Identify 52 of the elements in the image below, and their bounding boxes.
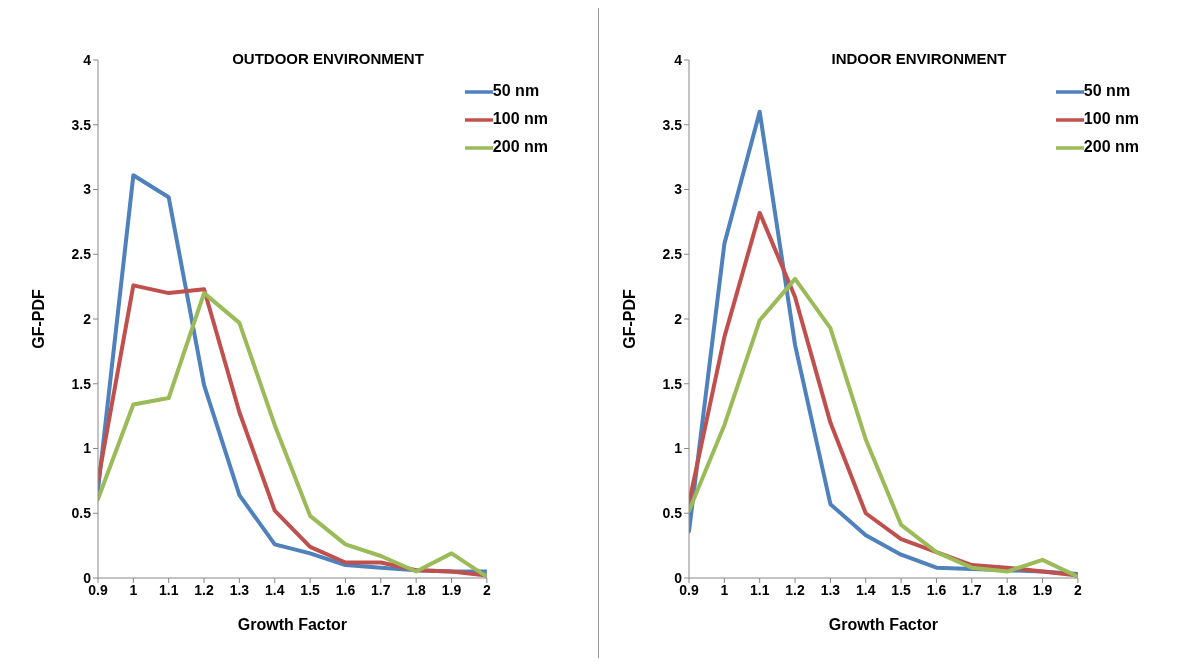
legend-label: 100 nm — [1083, 110, 1139, 128]
y-tick-label: 2.5 — [662, 246, 683, 263]
y-tick-label: 0.5 — [71, 505, 92, 522]
y-tick-label: 1 — [83, 440, 92, 457]
x-axis-title: Growth Factor — [237, 616, 348, 633]
legend-label: 50 nm — [492, 82, 540, 100]
x-tick-label: 1.8 — [997, 581, 1018, 598]
x-tick-label: 1.7 — [962, 581, 982, 598]
y-tick-label: 0.5 — [662, 505, 683, 522]
y-tick-label: 3.5 — [662, 116, 683, 133]
y-tick-label: 2.5 — [71, 246, 92, 263]
y-tick-label: 1 — [674, 440, 683, 457]
legend-label: 50 nm — [1083, 82, 1131, 100]
y-tick-label: 0 — [83, 569, 92, 586]
x-tick-label: 1 — [129, 581, 138, 598]
x-tick-label: 1.3 — [820, 581, 841, 598]
x-tick-label: 1.4 — [265, 581, 285, 598]
x-tick-label: 1 — [720, 581, 729, 598]
legend-label: 200 nm — [492, 138, 548, 156]
x-tick-label: 1.6 — [335, 581, 356, 598]
x-tick-label: 1.3 — [229, 581, 250, 598]
x-tick-label: 1.1 — [158, 581, 179, 598]
y-tick-label: 2 — [674, 310, 683, 327]
y-tick-label: 0 — [674, 569, 683, 586]
x-tick-label: 1.6 — [926, 581, 947, 598]
y-tick-label: 3.5 — [71, 116, 92, 133]
x-tick-label: 1.2 — [194, 581, 214, 598]
x-tick-label: 1.9 — [1032, 581, 1053, 598]
legend-label: 100 nm — [492, 110, 548, 128]
legend-label: 200 nm — [1083, 138, 1139, 156]
y-tick-label: 4 — [674, 51, 683, 68]
x-tick-label: 1.5 — [891, 581, 912, 598]
y-tick-label: 4 — [83, 51, 92, 68]
x-tick-label: 1.7 — [371, 581, 391, 598]
chart-title: OUTDOOR ENVIRONMENT — [232, 50, 424, 67]
y-tick-label: 1.5 — [662, 375, 683, 392]
x-axis-title: Growth Factor — [828, 616, 939, 633]
x-tick-label: 2 — [482, 581, 491, 598]
x-tick-label: 1.1 — [749, 581, 770, 598]
y-axis-title: GF-PDF — [29, 289, 47, 349]
x-tick-label: 1.4 — [856, 581, 876, 598]
x-tick-label: 2 — [1073, 581, 1082, 598]
chart-title: INDOOR ENVIRONMENT — [831, 50, 1007, 67]
x-tick-label: 1.2 — [785, 581, 805, 598]
y-tick-label: 3 — [83, 181, 92, 198]
x-tick-label: 1.5 — [300, 581, 321, 598]
y-tick-label: 1.5 — [71, 375, 92, 392]
x-tick-label: 1.8 — [406, 581, 427, 598]
y-tick-label: 3 — [674, 181, 683, 198]
x-tick-label: 1.9 — [441, 581, 462, 598]
y-tick-label: 2 — [83, 310, 92, 327]
y-axis-title: GF-PDF — [620, 289, 638, 349]
